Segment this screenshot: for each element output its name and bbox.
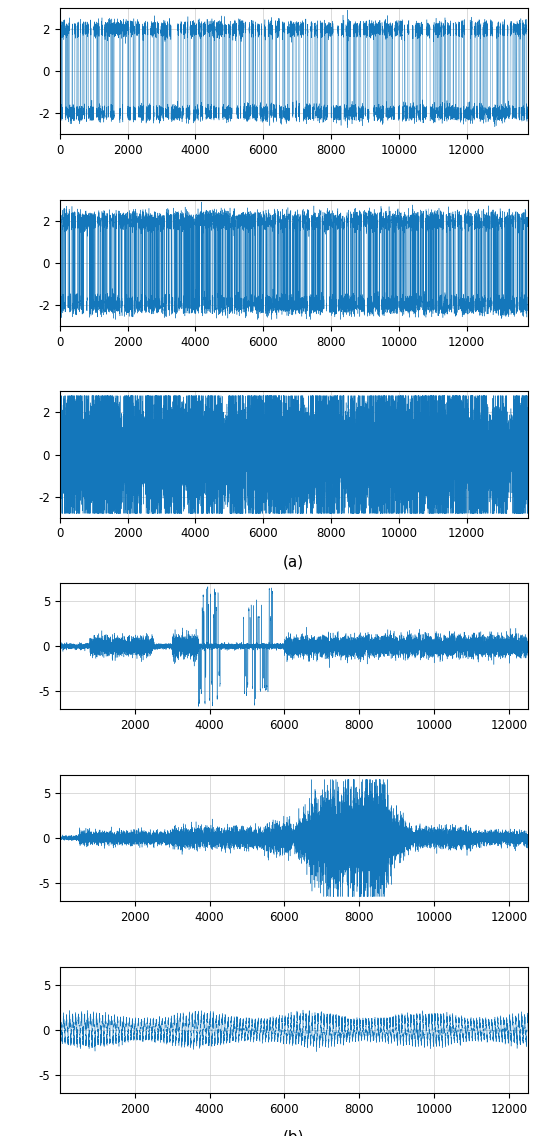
X-axis label: (b): (b) xyxy=(283,1129,305,1136)
X-axis label: (a): (a) xyxy=(283,554,304,569)
